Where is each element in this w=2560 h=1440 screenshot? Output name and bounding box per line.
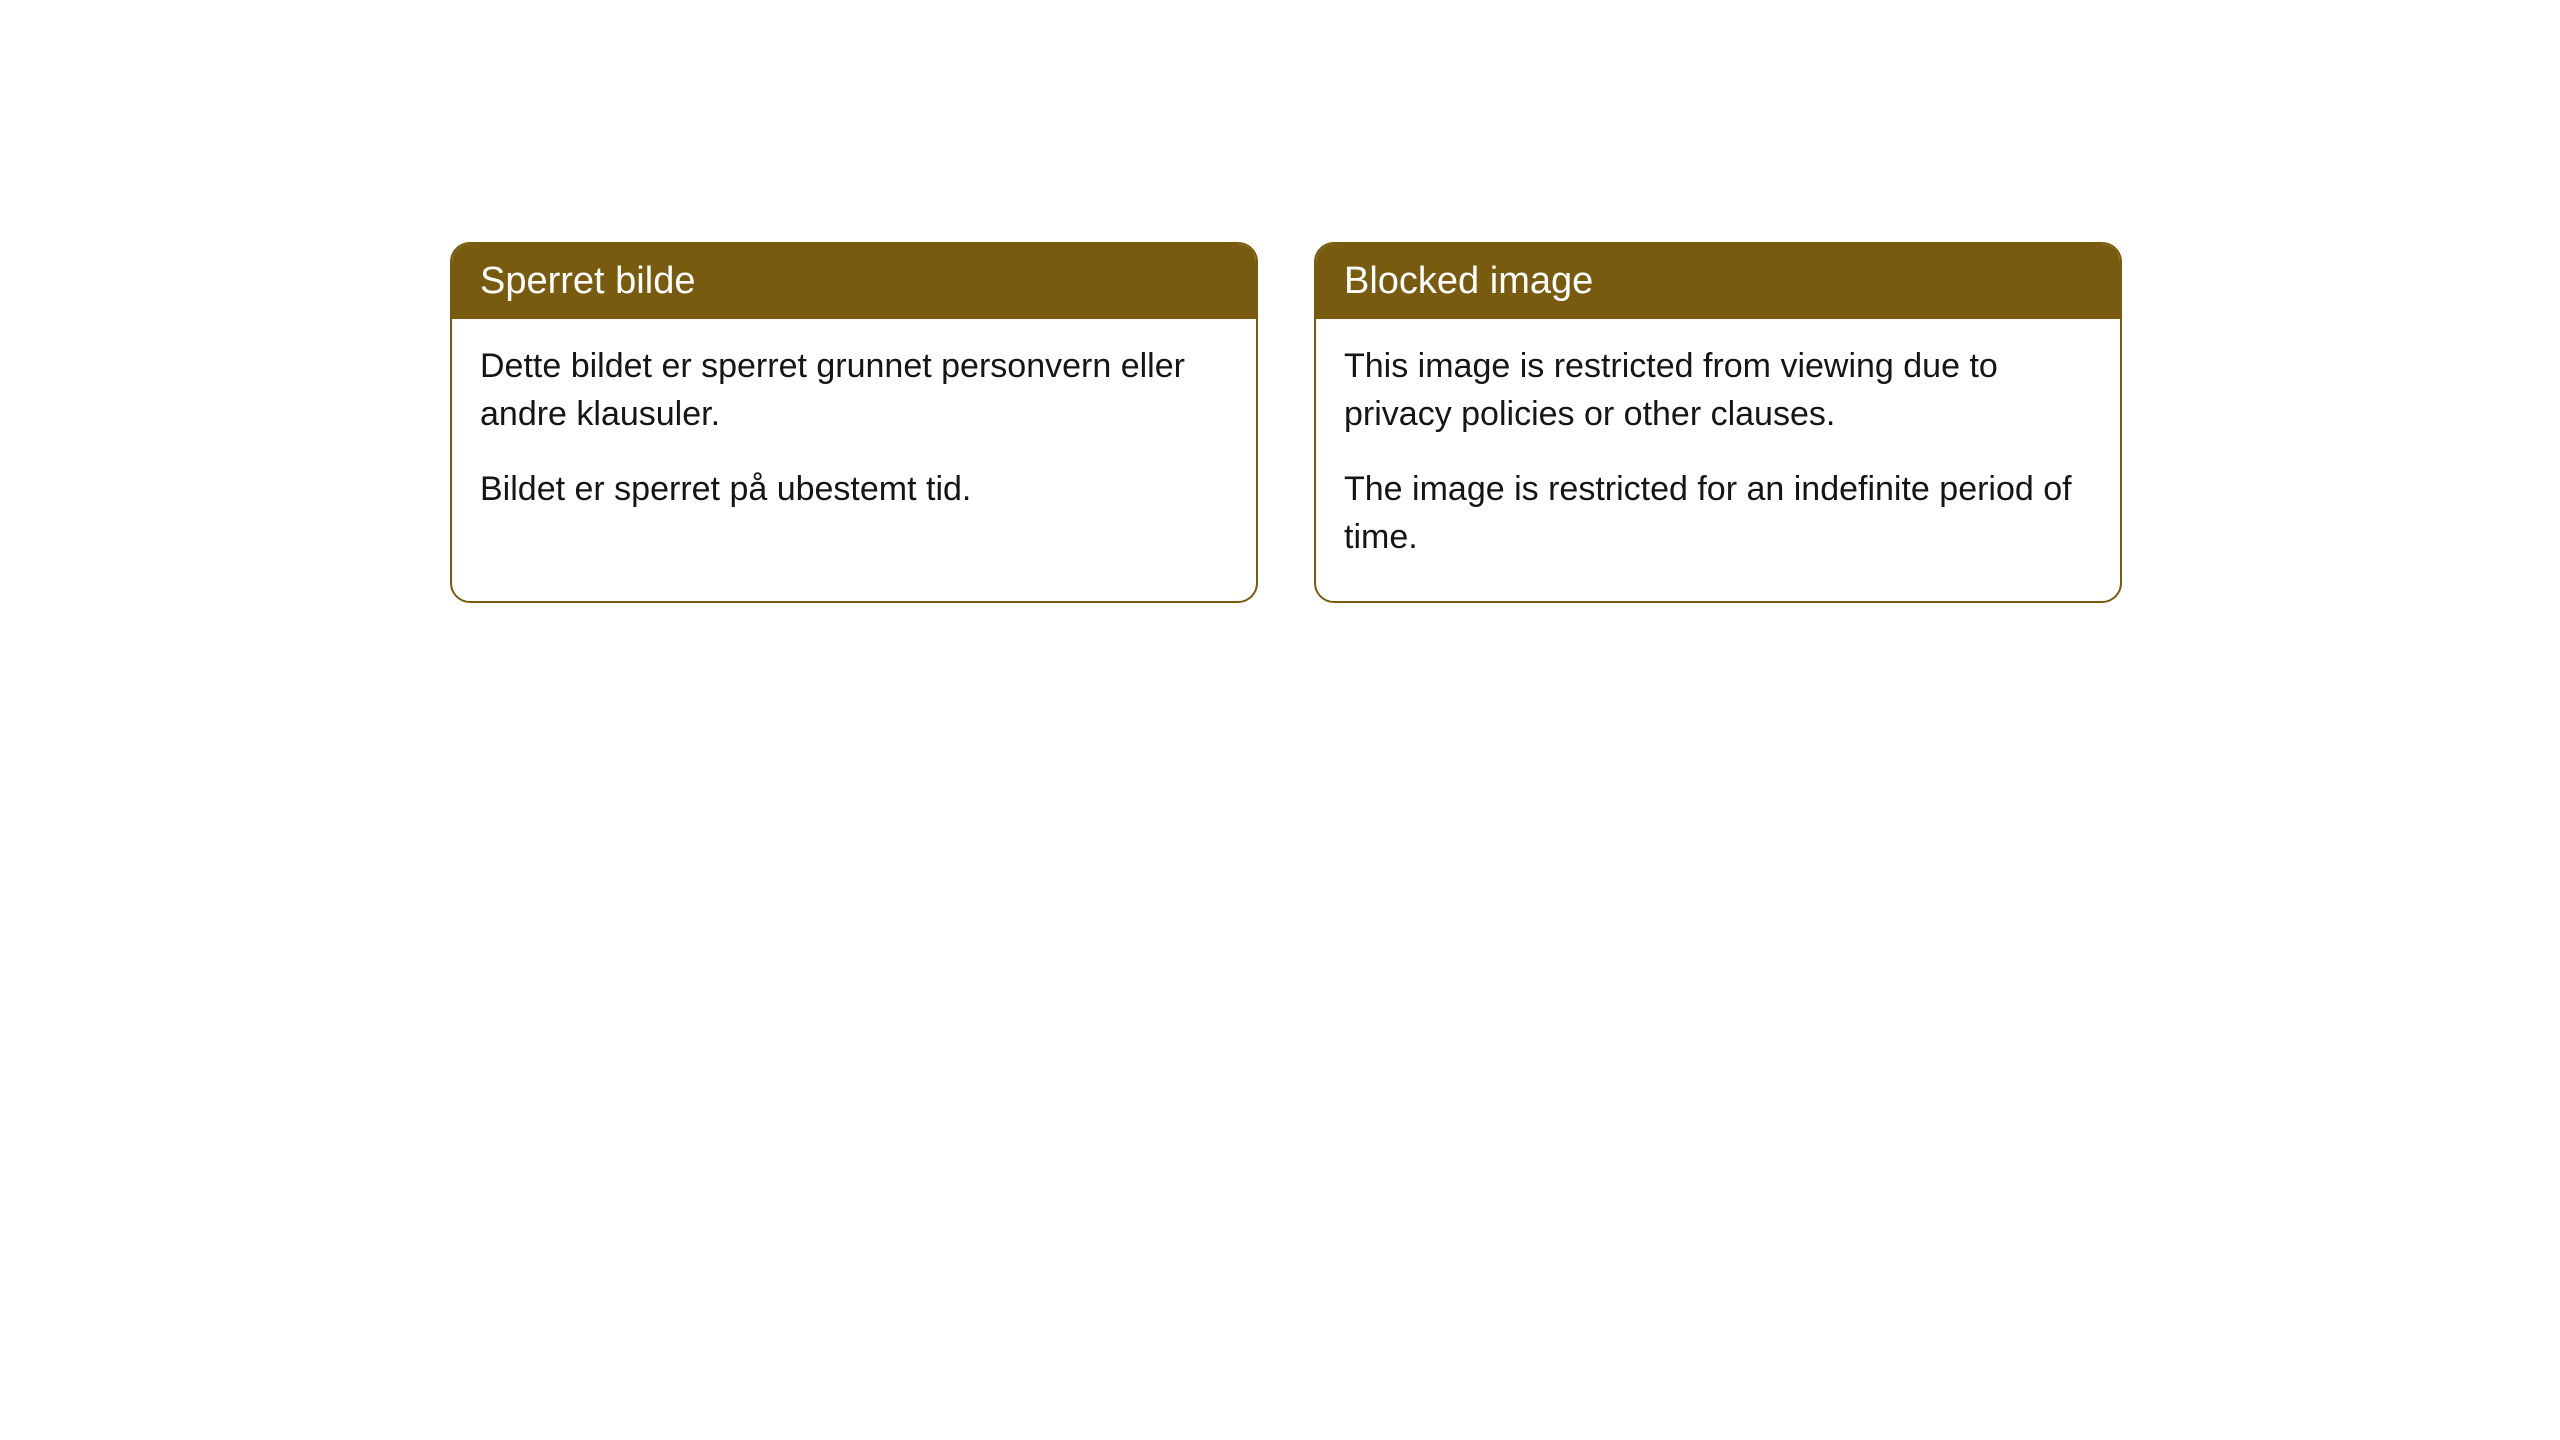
card-english: Blocked image This image is restricted f… [1314,242,2122,603]
card-paragraph: The image is restricted for an indefinit… [1344,466,2092,561]
card-title: Blocked image [1344,260,1593,302]
cards-container: Sperret bilde Dette bildet er sperret gr… [450,242,2122,603]
card-paragraph: This image is restricted from viewing du… [1344,343,2092,438]
card-norwegian: Sperret bilde Dette bildet er sperret gr… [450,242,1258,603]
card-body: This image is restricted from viewing du… [1316,319,2120,601]
card-title: Sperret bilde [480,260,695,302]
card-header: Blocked image [1316,244,2120,319]
card-paragraph: Dette bildet er sperret grunnet personve… [480,343,1228,438]
card-header: Sperret bilde [452,244,1256,319]
card-paragraph: Bildet er sperret på ubestemt tid. [480,466,1228,514]
card-body: Dette bildet er sperret grunnet personve… [452,319,1256,554]
